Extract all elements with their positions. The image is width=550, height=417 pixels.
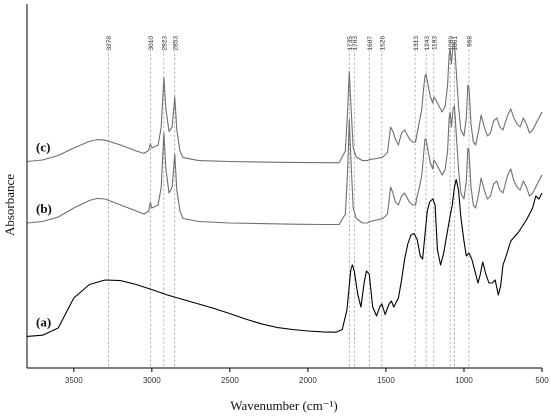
peak-marker-label: 1061 [452, 36, 459, 51]
spectrum-label: (b) [36, 201, 52, 216]
peak-marker-label: 2923 [162, 36, 169, 51]
peak-marker-label: 1089 [448, 36, 455, 51]
x-tick-label: 1500 [377, 376, 395, 385]
peak-marker-label: 3278 [106, 36, 113, 51]
peak-marker-label: 1243 [424, 36, 431, 51]
spectrum-line [26, 42, 543, 164]
spectrum-line [26, 105, 543, 226]
peak-marker-label: 2853 [173, 36, 180, 51]
peak-marker-label: 1526 [380, 36, 387, 51]
y-axis-title: Absorbance [2, 174, 17, 236]
peak-marker-label: 1193 [432, 36, 439, 50]
x-tick-label: 1000 [455, 376, 473, 385]
chart-axes [26, 4, 542, 369]
peak-marker-label: 1607 [367, 36, 374, 51]
x-tick-label: 2000 [299, 376, 317, 385]
spectra-labels: (a) (b) (c) [36, 140, 52, 330]
spectra-traces [26, 42, 543, 337]
x-axis-ticks: 3500 3000 2500 2000 1500 1000 500 [65, 368, 549, 385]
spectrum-label: (c) [36, 140, 50, 155]
spectrum-label: (a) [36, 314, 51, 329]
peak-marker-label: 1313 [413, 36, 420, 51]
peak-marker-label: 1703 [352, 36, 359, 51]
peak-marker-label: 3010 [148, 36, 155, 51]
peak-marker-label: 1735 [347, 36, 354, 51]
spectrum-line [26, 178, 543, 337]
x-tick-label: 500 [535, 376, 549, 385]
peak-marker-label: 968 [467, 36, 474, 47]
x-tick-label: 3500 [65, 376, 83, 385]
x-tick-label: 2500 [221, 376, 239, 385]
x-axis-title: Wavenumber (cm⁻¹) [230, 398, 338, 413]
x-tick-label: 3000 [143, 376, 161, 385]
